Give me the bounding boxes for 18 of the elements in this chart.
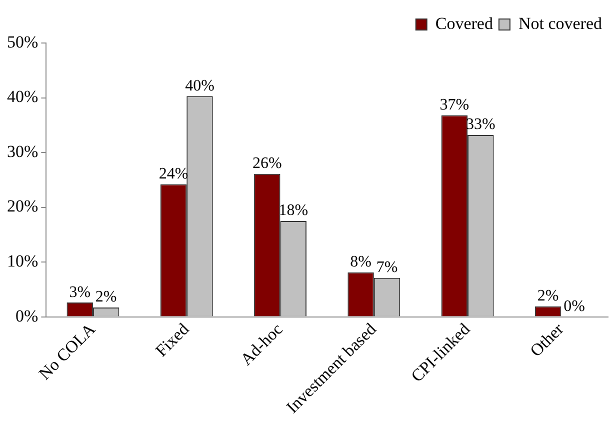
data-label: 3% xyxy=(69,284,91,301)
data-label: 18% xyxy=(278,202,308,220)
y-tick-label: 10% xyxy=(6,252,38,270)
legend-label: Not covered xyxy=(518,14,602,33)
y-tick-label: 20% xyxy=(6,196,38,216)
legend-label: Covered xyxy=(435,14,494,33)
y-tick-label: 30% xyxy=(6,142,38,161)
data-label: 2% xyxy=(95,288,117,306)
data-label: 37% xyxy=(440,96,470,114)
data-label: 8% xyxy=(350,254,372,271)
y-tick-label: 40% xyxy=(6,87,38,106)
data-label: 0% xyxy=(564,298,585,315)
data-label: 26% xyxy=(252,155,282,172)
data-label: 2% xyxy=(537,288,559,305)
y-tick-label: 50% xyxy=(6,32,38,52)
data-label: 7% xyxy=(376,259,398,276)
data-label: 40% xyxy=(185,77,214,94)
y-tick-label: 0% xyxy=(15,306,38,326)
